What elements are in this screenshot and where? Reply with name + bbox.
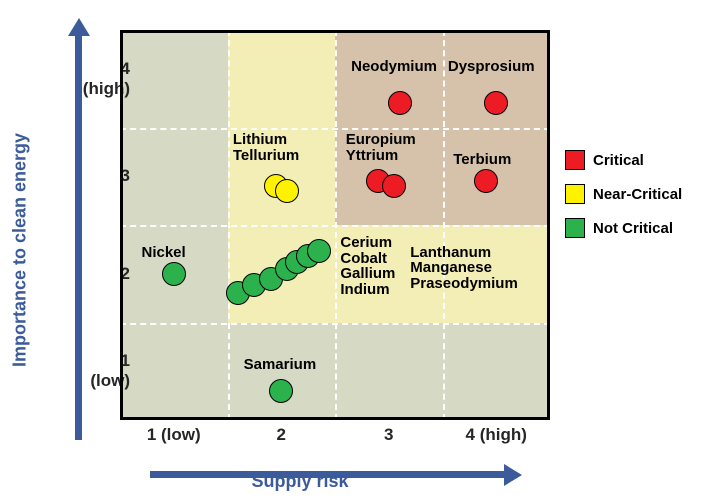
grid-cell (120, 128, 228, 226)
y-axis-label: Importance to clean energy (10, 133, 31, 367)
group-label: Europium Yttrium (346, 132, 416, 164)
grid-cell (443, 323, 551, 421)
data-point-label: Samarium (244, 357, 317, 373)
y-tick-label: 3 (70, 166, 130, 186)
data-point-label: Terbium (453, 152, 511, 168)
data-point (269, 379, 293, 403)
gridline-horizontal (120, 225, 550, 227)
legend-label: Critical (593, 152, 644, 169)
criticality-scatter-chart: Importance to clean energy NeodymiumDysp… (30, 10, 570, 490)
data-point (382, 174, 406, 198)
gridline-horizontal (120, 128, 550, 130)
x-tick-label: 2 (277, 425, 286, 445)
group-label: Cerium Cobalt Gallium Indium (340, 235, 395, 298)
data-point (307, 239, 331, 263)
plot-area: Neodymium Dysprosium Terbium Nickel Samarium… (120, 30, 550, 420)
legend-swatch (565, 150, 585, 170)
legend: Critical Near-Critical Not Critical (565, 150, 682, 252)
group-label: Lithium Tellurium (233, 132, 299, 164)
data-point-label: Dysprosium (448, 59, 535, 75)
data-point (275, 179, 299, 203)
data-point (484, 91, 508, 115)
legend-swatch (565, 184, 585, 204)
y-tick-label: 2 (70, 264, 130, 284)
gridline-vertical (443, 30, 445, 420)
grid-cell (335, 30, 443, 128)
legend-swatch (565, 218, 585, 238)
grid-cell (120, 323, 228, 421)
data-point-label: Nickel (142, 245, 186, 261)
y-tick-label: 1 (low) (70, 351, 130, 391)
data-point (474, 169, 498, 193)
x-axis-label: Supply risk (251, 471, 348, 492)
legend-item: Critical (565, 150, 682, 170)
x-tick-label: 4 (high) (466, 425, 527, 445)
data-point-label: Neodymium (351, 59, 437, 75)
x-tick-label: 3 (384, 425, 393, 445)
group-label: Lanthanum Manganese Praseodymium (410, 245, 518, 292)
data-point (162, 262, 186, 286)
legend-label: Near-Critical (593, 186, 682, 203)
x-tick-label: 1 (low) (147, 425, 201, 445)
grid-cell (228, 30, 336, 128)
legend-item: Not Critical (565, 218, 682, 238)
grid-cell (335, 323, 443, 421)
data-point (388, 91, 412, 115)
legend-item: Near-Critical (565, 184, 682, 204)
legend-label: Not Critical (593, 220, 673, 237)
y-tick-label: 4 (high) (70, 59, 130, 99)
grid-cell (120, 30, 228, 128)
